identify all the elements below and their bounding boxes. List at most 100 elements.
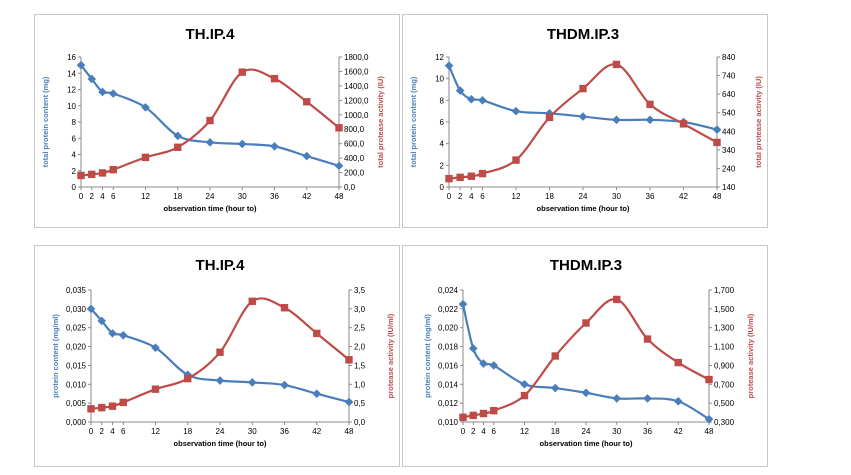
data-point-protease [478, 169, 487, 178]
x-tick-label: 18 [183, 427, 192, 436]
x-tick-label: 2 [100, 427, 105, 436]
data-point-protease [551, 352, 559, 360]
y-right-tick-label: 1600,0 [344, 67, 369, 76]
y-right-tick-label: 0,500 [714, 399, 735, 408]
y-left-tick-label: 4 [72, 151, 77, 160]
y-right-tick-label: 600,0 [344, 140, 365, 149]
data-point-protease [345, 356, 353, 364]
data-point-protein [98, 87, 107, 97]
data-point-protein [97, 316, 107, 326]
x-tick-label: 48 [335, 192, 344, 201]
x-tick-label: 0 [89, 427, 94, 436]
y-right-axis-label: protease activity (IU/ml) [386, 313, 395, 398]
chart-panel-thdm-ip3-concentration: THDM.IP.3 0,010 0,012 0,014 0,016 0,018 0,020 0… [402, 245, 768, 467]
y-left-tick-label: 0,035 [66, 286, 87, 295]
data-point-protein [444, 61, 454, 70]
x-tick-label: 42 [312, 427, 321, 436]
x-tick-label: 48 [345, 427, 354, 436]
x-tick-label: 0 [461, 427, 466, 436]
data-point-protein [334, 161, 344, 171]
data-point-protein [467, 94, 476, 104]
y-right-axis-label: protease activity (IU/ml) [746, 313, 755, 398]
data-point-protein [581, 388, 591, 398]
data-point-protein [344, 397, 354, 407]
y-left-tick-label: 0,005 [66, 399, 87, 408]
x-tick-label: 4 [481, 427, 486, 436]
y-right-tick-label: 3,5 [354, 286, 366, 295]
data-point-protein [247, 378, 257, 387]
x-tick-label: 30 [612, 427, 621, 436]
data-point-protein [458, 299, 468, 309]
data-point-protease [613, 295, 621, 304]
y-left-tick-label: 2 [440, 161, 445, 170]
data-point-protein [643, 394, 652, 403]
data-point-protein [712, 125, 722, 134]
y-left-tick-label: 0,012 [438, 399, 459, 408]
y-left-axis-label: total protein content (mg) [409, 76, 418, 167]
y-right-tick-label: 740 [722, 72, 736, 81]
y-right-tick-label: 200,0 [344, 169, 365, 178]
y-right-tick-label: 340 [722, 146, 736, 155]
x-tick-label: 30 [612, 192, 621, 201]
data-point-protein [270, 142, 279, 151]
x-axis-label: observation time (hour to) [540, 439, 633, 448]
data-point-protein [645, 115, 655, 125]
data-point-protein [86, 304, 96, 314]
x-tick-label: 2 [471, 427, 476, 436]
y-left-tick-label: 0,016 [438, 361, 459, 370]
data-point-protease [445, 174, 453, 183]
y-right-tick-label: 1,5 [354, 361, 366, 370]
x-tick-label: 18 [551, 427, 560, 436]
data-point-protein [302, 151, 312, 161]
data-point-protease [545, 113, 554, 122]
y-left-tick-label: 0,020 [66, 343, 87, 352]
data-point-protease [303, 98, 311, 106]
data-point-protease [469, 411, 477, 420]
data-point-protease [151, 385, 160, 393]
y-right-tick-label: 0,300 [714, 418, 735, 427]
data-point-protease [335, 124, 343, 132]
y-left-tick-label: 0,030 [66, 305, 87, 314]
series-line-protein [80, 64, 340, 167]
y-left-tick-label: 0,014 [438, 380, 459, 389]
y-right-tick-label: 0,0 [354, 418, 366, 427]
data-point-protease [88, 170, 96, 179]
data-point-protein [312, 389, 322, 399]
data-point-protease [270, 74, 279, 83]
data-point-protease [184, 374, 192, 383]
x-tick-label: 42 [302, 192, 311, 201]
data-point-protease [705, 375, 713, 384]
data-point-protease [77, 171, 85, 180]
data-point-protein [612, 394, 622, 403]
y-left-axis-label: protein content (mg/ml) [51, 314, 60, 398]
data-point-protein [76, 60, 86, 70]
y-left-tick-label: 0,025 [66, 324, 87, 333]
data-point-protease [174, 143, 182, 151]
x-tick-label: 4 [110, 427, 115, 436]
data-point-protease [479, 409, 488, 418]
x-tick-label: 6 [121, 427, 126, 436]
x-tick-label: 0 [447, 192, 452, 201]
x-tick-label: 12 [141, 192, 150, 201]
y-right-axis-label: total protease activity (IU) [754, 76, 763, 168]
data-point-protease [141, 153, 150, 162]
y-right-tick-label: 440 [722, 127, 736, 136]
data-point-protease [643, 335, 652, 343]
chart-svg: TH.IP.40,0000,0050,0100,0150,0200,0250,0… [51, 257, 395, 448]
y-left-tick-label: 0 [72, 183, 77, 192]
chart-svg: THDM.IP.3 0,010 0,012 0,014 0,016 0,018 0,020 0… [423, 257, 755, 448]
x-tick-label: 30 [248, 427, 257, 436]
chart-title: TH.IP.4 [196, 257, 246, 274]
data-point-protease [280, 304, 289, 312]
x-axis-label: observation time (hour to) [537, 204, 630, 213]
data-point-protease [216, 348, 224, 356]
x-tick-label: 36 [643, 427, 652, 436]
y-right-tick-label: 1,300 [714, 324, 735, 333]
y-left-tick-label: 4 [440, 140, 445, 149]
chart-panel-th-ip4-concentration: TH.IP.4 0,000 0,005 0,010 0,015 0,020 0,025 0,0… [34, 245, 400, 467]
data-point-protease [579, 84, 587, 93]
y-right-tick-label: 140 [722, 183, 736, 192]
y-left-tick-label: 14 [67, 69, 76, 78]
y-left-tick-label: 0,018 [438, 343, 459, 352]
x-tick-label: 42 [674, 427, 683, 436]
